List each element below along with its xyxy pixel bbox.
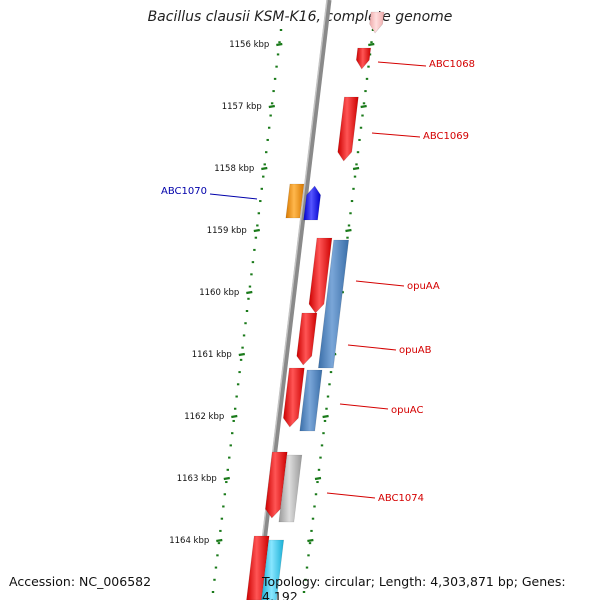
- major-tick-left: [223, 476, 230, 481]
- gene-label-abc1070: ABC1070: [161, 186, 207, 197]
- gene-bottom-cyan-bar: [261, 539, 285, 600]
- major-tick-left: [276, 42, 283, 47]
- major-tick-right: [322, 414, 329, 419]
- major-tick-right: [307, 538, 314, 543]
- gene-label-abc1068: ABC1068: [429, 59, 475, 70]
- major-tick-right: [314, 476, 322, 481]
- leader-line-abc1070: [209, 193, 258, 200]
- gene-label-opuac: opuAC: [391, 405, 423, 416]
- major-tick-left: [261, 166, 268, 171]
- major-tick-right: [345, 228, 352, 233]
- gene-opuab-arrow: [296, 312, 318, 366]
- gene-abc1070-arrow: [303, 185, 321, 221]
- tick-label: 1161 kbp: [192, 350, 232, 360]
- leader-line-opuab: [347, 344, 397, 351]
- gene-opuaa-left-arrow: [308, 237, 333, 314]
- accession-text: Accession: NC_006582: [9, 574, 152, 589]
- gene-label-abc1074: ABC1074: [378, 493, 424, 504]
- major-tick-right: [360, 104, 367, 109]
- tick-label: 1164 kbp: [169, 536, 209, 546]
- major-tick-right: [352, 166, 360, 171]
- tick-label: 1163 kbp: [177, 474, 217, 484]
- gene-opuaa-right-bar: [318, 239, 350, 369]
- gene-label-abc1069: ABC1069: [423, 131, 469, 142]
- major-tick-left: [246, 290, 253, 295]
- tick-label: 1162 kbp: [184, 412, 224, 422]
- topology-text: Topology: circular; Length: 4,303,871 bp…: [262, 574, 566, 600]
- major-tick-left: [268, 104, 275, 109]
- major-tick-left: [216, 538, 223, 543]
- tick-label: 1156 kbp: [229, 40, 269, 50]
- gene-abc1069-arrow: [337, 96, 359, 162]
- gene-opuac-left-arrow: [283, 367, 305, 428]
- leader-line-opuac: [339, 403, 389, 410]
- gene-abc1074-left-arrow: [265, 451, 288, 519]
- gene-abc1068-arrow: [355, 47, 372, 70]
- gene-label-opuaa: opuAA: [407, 281, 440, 292]
- leader-line-abc1069: [371, 132, 421, 138]
- tick-label: 1159 kbp: [207, 226, 247, 236]
- gene-abc1067-arrow: [369, 11, 385, 34]
- major-tick-left: [238, 352, 245, 357]
- major-tick-left: [253, 228, 260, 233]
- leader-line-abc1068: [377, 61, 427, 67]
- gene-bottom-red-bar: [246, 535, 270, 600]
- tick-label: 1158 kbp: [214, 164, 254, 174]
- gene-abc1074-right-bar: [278, 454, 303, 523]
- leader-line-abc1074: [326, 492, 376, 499]
- tick-label: 1157 kbp: [222, 102, 262, 112]
- gene-opuac-right-bar: [299, 369, 323, 432]
- major-tick-left: [231, 414, 238, 419]
- gene-label-opuab: opuAB: [399, 345, 432, 356]
- tick-label: 1160 kbp: [199, 288, 239, 298]
- gene-abc1070-orange-bar: [285, 183, 305, 219]
- major-tick-right: [368, 42, 375, 47]
- leader-line-opuaa: [355, 280, 405, 287]
